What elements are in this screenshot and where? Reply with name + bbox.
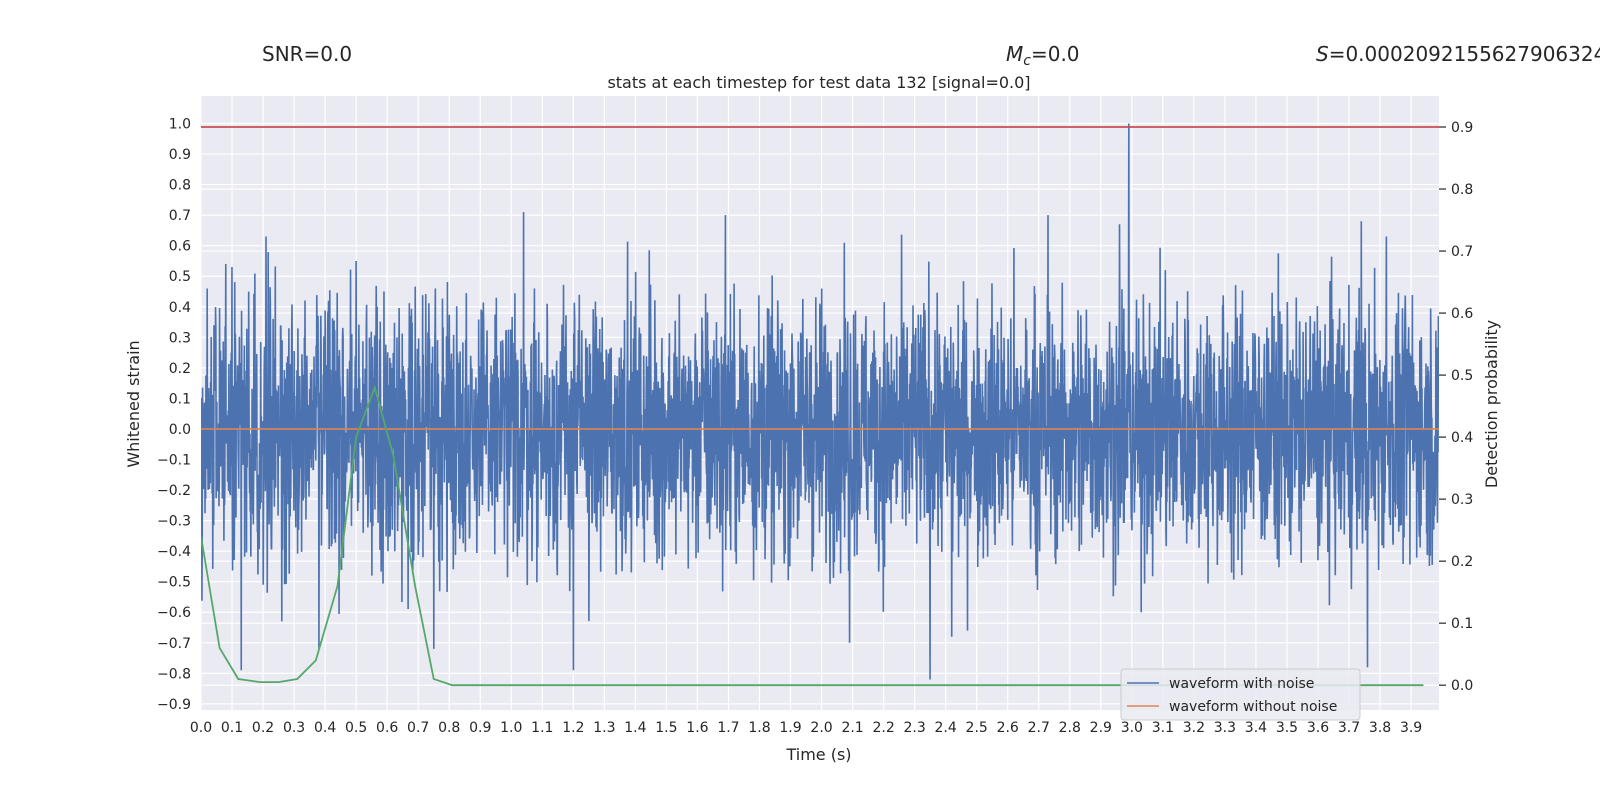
- y-tick-label: 0.4: [169, 300, 191, 316]
- legend-box: [1120, 668, 1361, 721]
- y-tick-label: 1.0: [169, 116, 191, 132]
- x-tick-label: 0.1: [221, 720, 243, 736]
- x-tick-label: 1.8: [748, 720, 770, 736]
- x-tick-label: 0.4: [314, 720, 336, 736]
- series-layer: [201, 123, 1439, 687]
- x-tick-label: 0.0: [190, 720, 212, 736]
- x-tick-label: 1.0: [500, 720, 522, 736]
- x-tick-label: 1.1: [531, 720, 553, 736]
- y-tick-label: 0.6: [169, 239, 191, 255]
- x-tick-label: 3.2: [1183, 720, 1205, 736]
- y2-tick-label: 0.1: [1451, 616, 1473, 632]
- x-tick-label: 2.3: [904, 720, 926, 736]
- y-tick-label: 0.2: [169, 361, 191, 377]
- x-tick-label: 1.3: [593, 720, 615, 736]
- x-tick-label: 0.9: [469, 720, 491, 736]
- y-tick-label: −0.6: [157, 605, 191, 621]
- x-tick-label: 3.3: [1214, 720, 1236, 736]
- x-tick-label: 2.1: [841, 720, 863, 736]
- x-tick-label: 3.6: [1307, 720, 1329, 736]
- x-tick-label: 3.1: [1152, 720, 1174, 736]
- series-waveform-with-noise: [201, 123, 1439, 680]
- y2-tick-label: 0.8: [1451, 182, 1473, 198]
- x-axis: 0.0 0.1 0.2 0.3 0.4 0.5 0.6 0.7 0.8 0.9 1.0 1.1 1.2 1…: [190, 720, 1422, 736]
- y-tick-label: −0.8: [157, 666, 191, 682]
- y2-tick-label: 0.6: [1451, 306, 1473, 322]
- y2-tick-label: 0.2: [1451, 554, 1473, 570]
- x-tick-label: 2.7: [1028, 720, 1050, 736]
- right-axis: 0.9 0.8 0.7 0.6 0.5 0.4 0.3 0.2 0.1 0.0: [1439, 120, 1473, 694]
- x-tick-label: 1.6: [686, 720, 708, 736]
- y-tick-label: −0.4: [157, 544, 191, 560]
- chart-title: stats at each timestep for test data 132…: [607, 73, 1030, 92]
- legend-label-without-noise: waveform without noise: [1169, 699, 1337, 715]
- x-axis-title: Time (s): [785, 745, 851, 764]
- y-tick-label: −0.9: [157, 697, 191, 713]
- x-tick-label: 0.8: [438, 720, 460, 736]
- x-tick-label: 3.0: [1121, 720, 1143, 736]
- s-stat: S=0.00020921556279063248: [1316, 42, 1600, 66]
- y-tick-label: −0.3: [157, 514, 191, 530]
- x-tick-label: 1.4: [624, 720, 646, 736]
- x-tick-label: 3.9: [1400, 720, 1422, 736]
- y2-tick-label: 0.7: [1451, 244, 1473, 260]
- x-tick-label: 2.4: [935, 720, 957, 736]
- x-tick-label: 0.5: [345, 720, 367, 736]
- y-tick-label: 0.8: [169, 178, 191, 194]
- y2-tick-label: 0.3: [1451, 492, 1473, 508]
- legend-label-with-noise: waveform with noise: [1169, 676, 1314, 692]
- y-tick-label: 0.0: [169, 422, 191, 438]
- y-tick-label: 0.1: [169, 391, 191, 407]
- x-tick-label: 2.9: [1090, 720, 1112, 736]
- y-tick-label: 0.3: [169, 330, 191, 346]
- y2-tick-label: 0.4: [1451, 430, 1473, 446]
- s-symbol: S: [1316, 42, 1329, 66]
- x-tick-label: 0.3: [283, 720, 305, 736]
- y-tick-label: 0.5: [169, 269, 191, 285]
- mc-symbol: M: [1006, 42, 1023, 66]
- x-tick-label: 0.6: [376, 720, 398, 736]
- x-tick-label: 0.7: [407, 720, 429, 736]
- y-tick-label: −0.5: [157, 575, 191, 591]
- x-tick-label: 2.8: [1059, 720, 1081, 736]
- x-tick-label: 2.2: [872, 720, 894, 736]
- x-tick-label: 3.5: [1276, 720, 1298, 736]
- x-tick-label: 3.4: [1245, 720, 1267, 736]
- x-tick-label: 1.9: [779, 720, 801, 736]
- x-tick-label: 1.5: [655, 720, 677, 736]
- x-tick-label: 1.7: [717, 720, 739, 736]
- y-tick-label: −0.1: [157, 453, 191, 469]
- x-tick-label: 1.2: [562, 720, 584, 736]
- y-tick-label: −0.7: [157, 636, 191, 652]
- y-tick-label: 0.7: [169, 208, 191, 224]
- x-tick-label: 0.2: [252, 720, 274, 736]
- x-tick-label: 3.7: [1338, 720, 1360, 736]
- y-axis-title: Whitened strain: [124, 340, 143, 467]
- y-tick-label: 0.9: [169, 147, 191, 163]
- s-value: =0.00020921556279063248: [1329, 42, 1600, 66]
- y2-tick-label: 0.0: [1451, 678, 1473, 694]
- legend: waveform with noise waveform without noi…: [1120, 668, 1361, 721]
- left-axis: 1.0 0.9 0.8 0.7 0.6 0.5 0.4 0.3 0.2 0.1 0.0 −0.1 −0.…: [157, 116, 191, 712]
- x-tick-label: 2.0: [810, 720, 832, 736]
- series-detection-probability: [201, 384, 1424, 687]
- x-tick-label: 3.8: [1369, 720, 1391, 736]
- chirp-mass-stat: Mc=0.0: [1006, 42, 1080, 69]
- snr-stat: SNR=0.0: [262, 42, 352, 66]
- mc-subscript: c: [1023, 53, 1031, 69]
- y2-tick-label: 0.9: [1451, 120, 1473, 136]
- mc-value: =0.0: [1031, 42, 1080, 66]
- y2-axis-title: Detection probability: [1482, 320, 1501, 488]
- y-tick-label: −0.2: [157, 483, 191, 499]
- x-tick-label: 2.5: [966, 720, 988, 736]
- x-tick-label: 2.6: [997, 720, 1019, 736]
- y2-tick-label: 0.5: [1451, 368, 1473, 384]
